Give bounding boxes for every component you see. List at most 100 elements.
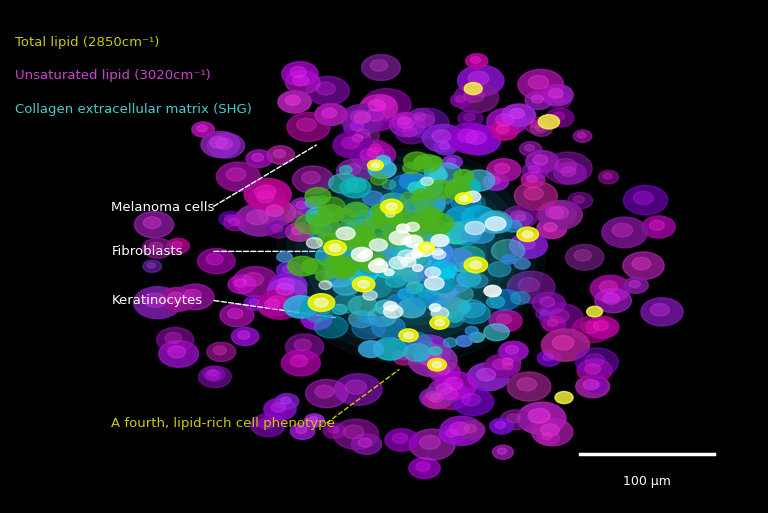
Circle shape	[384, 223, 402, 235]
Circle shape	[321, 265, 349, 283]
Circle shape	[404, 332, 413, 339]
Circle shape	[301, 309, 332, 330]
Ellipse shape	[374, 227, 448, 286]
Circle shape	[470, 261, 482, 269]
Circle shape	[276, 262, 303, 279]
Circle shape	[418, 267, 441, 282]
Circle shape	[255, 185, 276, 199]
Circle shape	[447, 179, 468, 193]
Circle shape	[266, 221, 291, 238]
Circle shape	[419, 232, 449, 252]
Circle shape	[495, 422, 505, 428]
Circle shape	[546, 207, 564, 219]
Circle shape	[412, 252, 422, 258]
Circle shape	[303, 198, 326, 212]
Circle shape	[223, 215, 247, 231]
Circle shape	[333, 294, 361, 313]
Circle shape	[544, 152, 592, 184]
Circle shape	[485, 354, 520, 378]
Circle shape	[346, 257, 366, 270]
Circle shape	[414, 112, 426, 121]
Circle shape	[458, 110, 483, 127]
Circle shape	[425, 277, 444, 290]
Circle shape	[538, 115, 560, 129]
Circle shape	[440, 222, 472, 244]
Circle shape	[483, 173, 508, 190]
Circle shape	[376, 244, 400, 260]
Circle shape	[415, 462, 430, 471]
Circle shape	[229, 218, 240, 225]
Circle shape	[333, 419, 379, 449]
Circle shape	[219, 211, 242, 227]
Circle shape	[290, 198, 316, 215]
Circle shape	[276, 283, 294, 295]
Circle shape	[491, 219, 511, 232]
Circle shape	[369, 100, 386, 111]
Circle shape	[353, 134, 363, 142]
Circle shape	[484, 324, 509, 341]
Circle shape	[511, 291, 530, 304]
Circle shape	[432, 362, 442, 368]
Circle shape	[288, 256, 317, 276]
Circle shape	[294, 339, 311, 350]
Circle shape	[374, 259, 384, 265]
Circle shape	[525, 151, 558, 172]
Circle shape	[356, 129, 369, 139]
Circle shape	[407, 234, 441, 257]
Circle shape	[316, 304, 330, 314]
Circle shape	[244, 179, 291, 210]
Circle shape	[306, 76, 349, 105]
Circle shape	[349, 229, 376, 247]
Circle shape	[398, 332, 432, 354]
Circle shape	[409, 429, 455, 460]
Circle shape	[487, 108, 527, 135]
Circle shape	[515, 259, 530, 269]
Circle shape	[286, 334, 324, 360]
Circle shape	[532, 292, 565, 314]
Circle shape	[396, 243, 423, 262]
Circle shape	[540, 310, 548, 316]
Circle shape	[426, 352, 440, 361]
Circle shape	[366, 261, 385, 273]
Circle shape	[286, 95, 300, 105]
Circle shape	[395, 267, 415, 281]
Circle shape	[334, 264, 350, 274]
Circle shape	[388, 253, 421, 275]
Circle shape	[632, 258, 650, 270]
Circle shape	[401, 192, 419, 204]
Circle shape	[329, 244, 341, 251]
Circle shape	[273, 149, 286, 158]
Circle shape	[531, 121, 541, 128]
Circle shape	[505, 221, 521, 232]
Circle shape	[305, 188, 331, 205]
Circle shape	[442, 155, 462, 169]
Circle shape	[335, 208, 354, 222]
Circle shape	[233, 267, 278, 297]
Circle shape	[439, 143, 450, 149]
Circle shape	[518, 69, 564, 100]
Circle shape	[404, 235, 423, 248]
Circle shape	[463, 258, 478, 268]
Circle shape	[518, 278, 539, 292]
Circle shape	[478, 212, 509, 233]
Circle shape	[176, 284, 214, 310]
Circle shape	[263, 398, 296, 420]
Circle shape	[382, 226, 412, 247]
Circle shape	[380, 241, 399, 254]
Circle shape	[284, 295, 317, 318]
Circle shape	[578, 132, 586, 138]
Circle shape	[464, 424, 476, 432]
Circle shape	[507, 414, 521, 423]
Circle shape	[382, 223, 396, 233]
Circle shape	[398, 353, 409, 360]
Circle shape	[533, 155, 548, 165]
Circle shape	[415, 156, 431, 167]
Circle shape	[384, 269, 394, 275]
Circle shape	[373, 205, 401, 224]
Circle shape	[351, 434, 382, 455]
Text: Unsaturated lipid (3020cm⁻¹): Unsaturated lipid (3020cm⁻¹)	[15, 69, 211, 82]
Circle shape	[454, 170, 474, 183]
Circle shape	[433, 248, 443, 255]
Circle shape	[287, 208, 310, 223]
Circle shape	[440, 274, 469, 293]
